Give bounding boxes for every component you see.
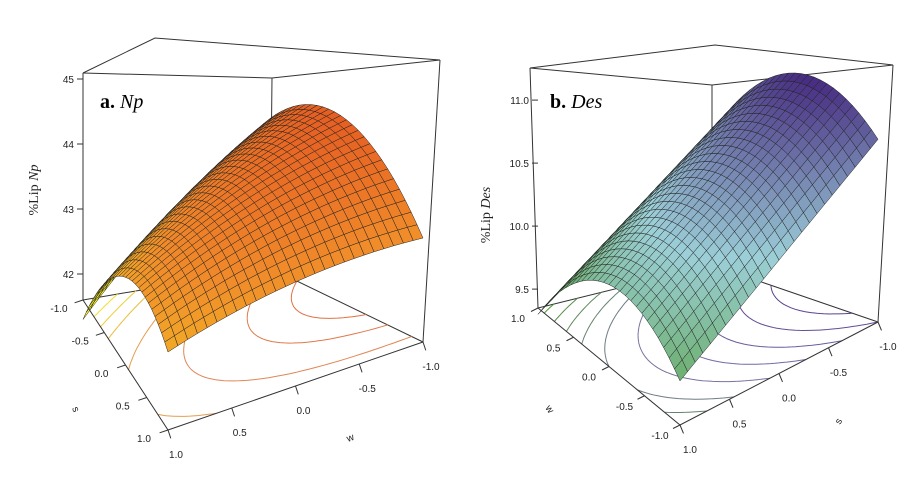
z-axis-title-name: Np	[27, 165, 42, 182]
panel-title-letter: a.	[100, 91, 120, 113]
tick-mark	[159, 429, 169, 434]
s-axis-title: s	[833, 417, 845, 427]
panel-title-letter: b.	[550, 91, 571, 113]
s-axis-tick-label: -1.0	[879, 342, 897, 353]
axis-line	[82, 299, 424, 431]
w-axis-tick-label: -0.5	[616, 402, 634, 413]
z-axis-title-prefix: %Lip	[27, 181, 42, 216]
box-edge	[529, 67, 539, 309]
w-axis-title: w	[542, 403, 556, 417]
w-axis-tick-label: 1.0	[169, 450, 183, 461]
tick-mark	[679, 424, 684, 434]
tick-mark	[95, 332, 105, 336]
z-axis-title-prefix: %Lip	[479, 209, 494, 244]
z-axis-tick-label: 44	[63, 140, 75, 151]
panel-title-name: Des	[570, 91, 602, 113]
surface-facet	[82, 302, 94, 320]
tick-mark	[358, 363, 363, 373]
z-axis-title: %Lip Des	[479, 186, 494, 243]
tick-mark	[530, 307, 539, 312]
w-axis-title: w	[344, 432, 356, 445]
panel-title: a. Np	[100, 91, 143, 113]
contour-line	[93, 293, 118, 318]
s-axis-title: s	[69, 405, 81, 413]
tick-mark	[601, 366, 610, 371]
z-axis-tick-label: 42	[63, 270, 75, 281]
contour-line	[770, 285, 853, 315]
contour-line	[543, 303, 555, 314]
panel-title: b. Des	[550, 91, 602, 113]
z-axis-title: %Lip Np	[27, 165, 42, 216]
w-axis-tick-label: 1.0	[511, 314, 525, 325]
z-axis-tick-label: 45	[63, 75, 75, 86]
box-edge	[877, 64, 894, 323]
contour-line	[290, 280, 367, 319]
panel-title-name: Np	[119, 91, 143, 113]
z-axis-tick-label: 10.5	[510, 159, 530, 170]
s-axis-tick-label: 0.5	[733, 419, 747, 430]
tick-mark	[729, 399, 734, 408]
tick-mark	[422, 341, 427, 351]
contour-line	[565, 292, 602, 332]
tick-mark	[74, 299, 84, 304]
z-axis-tick-label: 43	[63, 205, 75, 216]
w-axis-tick-label: -1.0	[651, 431, 669, 442]
surface-facet	[164, 335, 179, 353]
s-axis-tick-label: -0.5	[72, 337, 90, 348]
contour-line	[100, 290, 137, 328]
z-axis-tick-label: 9.5	[515, 285, 529, 296]
tick-mark	[778, 373, 783, 383]
s-axis-tick-label: 0.5	[116, 402, 130, 413]
box-top	[82, 37, 441, 79]
w-axis-tick-label: 0.5	[547, 343, 561, 354]
w-axis-tick-label: 0.0	[297, 406, 311, 417]
tick-mark	[637, 395, 645, 400]
tick-mark	[138, 397, 147, 401]
panel-b: 1.0 0.5 0.0 -0.5 -1.0 1.0 0.5 0.0 -0.5 -1.0 w s 9.5 1…	[479, 44, 897, 456]
s-axis-tick-label: -1.0	[50, 304, 68, 315]
w-axis-tick-label: 0.5	[233, 428, 247, 439]
s-axis-tick-label: -0.5	[830, 368, 848, 379]
box-top	[529, 44, 894, 86]
tick-mark	[877, 321, 882, 331]
s-axis-tick-label: 1.0	[683, 445, 697, 456]
surface-facet	[674, 359, 688, 382]
tick-mark	[672, 424, 681, 429]
z-axis-title-name: Des	[479, 186, 494, 209]
w-axis-tick-label: 0.0	[582, 373, 596, 384]
tick-mark	[167, 429, 172, 439]
tick-mark	[116, 364, 126, 369]
s-axis-tick-label: 1.0	[137, 434, 151, 445]
contour-line	[554, 297, 578, 322]
tick-mark	[828, 347, 833, 357]
w-axis-tick-label: -1.0	[422, 362, 440, 373]
panel-a: -1.0 -0.5 0.0 0.5 1.0 1.0 0.5 0.0 -0.5 -1.0 s w 42 43…	[27, 37, 441, 461]
w-axis-tick-label: -0.5	[359, 384, 377, 395]
z-axis-tick-label: 11.0	[510, 96, 529, 107]
box-edge	[422, 59, 441, 343]
s-axis-tick-label: 0.0	[95, 369, 109, 380]
s-axis-tick-label: 0.0	[782, 394, 796, 405]
tick-mark	[295, 385, 299, 395]
tick-mark	[231, 407, 236, 417]
z-axis-tick-label: 10.0	[510, 222, 530, 233]
tick-mark	[566, 336, 574, 342]
